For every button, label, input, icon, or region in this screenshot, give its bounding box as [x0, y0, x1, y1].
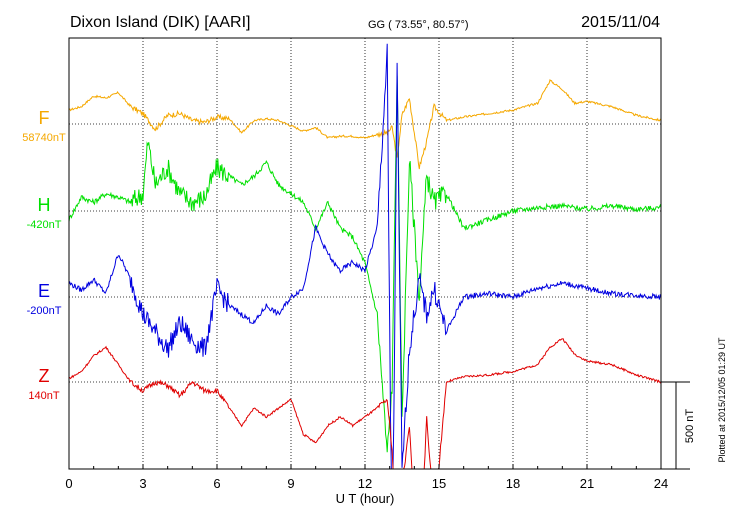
x-tick-label: 0: [65, 476, 72, 491]
x-tick-label: 18: [506, 476, 520, 491]
series-baseline-H: -420nT: [27, 219, 62, 231]
series-line-E: [68, 43, 662, 470]
series-name-E: E: [38, 281, 50, 301]
x-tick-label: 9: [287, 476, 294, 491]
date-label: 2015/11/04: [581, 14, 660, 31]
plotted-at-note: Plotted at 2015/12/05 01:29 UT: [717, 337, 727, 463]
x-axis-label: U T (hour): [336, 491, 395, 506]
x-ticks: 0 3 6 9 12 15 18 21 24: [65, 464, 668, 491]
series-name-H: H: [38, 195, 51, 215]
x-tick-label: 3: [139, 476, 146, 491]
scale-bar: 500 nT: [661, 381, 696, 470]
scale-bar-label: 500 nT: [684, 409, 696, 444]
series-labels: F 58740nT H -420nT E -200nT Z 140nT: [22, 108, 66, 402]
series-baseline-Z: 140nT: [28, 390, 59, 402]
x-tick-label: 6: [213, 476, 220, 491]
series-line-H: [68, 75, 662, 453]
series-line-F: [68, 78, 662, 170]
series-line-Z: [68, 338, 662, 470]
x-tick-label: 24: [654, 476, 668, 491]
x-tick-label: 12: [358, 476, 372, 491]
series-name-Z: Z: [39, 366, 50, 386]
x-tick-label: 21: [580, 476, 594, 491]
grid-lines: [69, 38, 661, 469]
series-name-F: F: [39, 108, 50, 128]
series-baseline-F: 58740nT: [22, 132, 66, 144]
series-group: [68, 43, 662, 470]
x-tick-label: 15: [432, 476, 446, 491]
coords-label: GG ( 73.55°, 80.57°): [368, 19, 469, 31]
series-baseline-E: -200nT: [27, 305, 62, 317]
station-title: Dixon Island (DIK) [AARI]: [70, 14, 251, 31]
